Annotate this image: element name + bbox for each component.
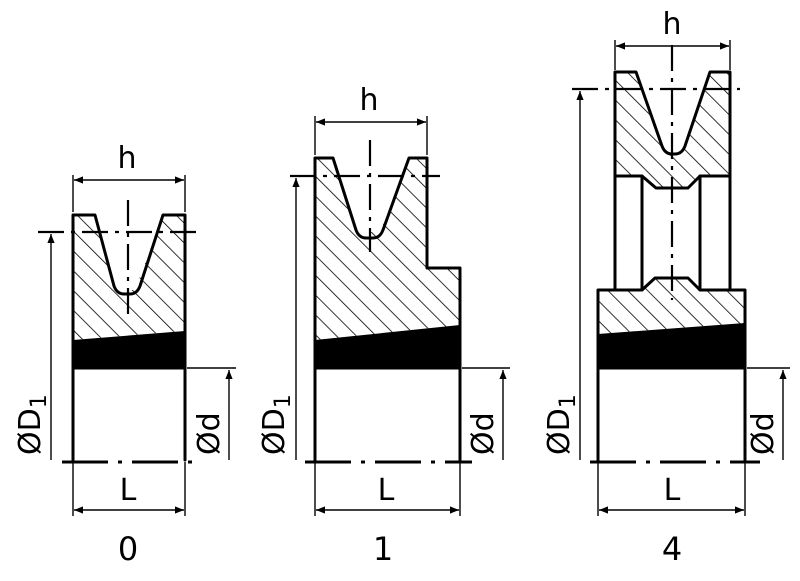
pulley-type-0: h L ØD1 Ød 0 xyxy=(13,141,236,568)
dim-L-label: L xyxy=(664,473,681,508)
figure-caption: 1 xyxy=(373,530,393,568)
bore-band xyxy=(598,323,745,368)
dim-D1-label: ØD1 xyxy=(542,394,581,455)
figure-caption: 0 xyxy=(118,530,138,568)
rim-outline xyxy=(613,70,732,190)
dim-d-label: Ød xyxy=(192,412,227,455)
figure-caption: 4 xyxy=(662,530,682,568)
dim-h-label: h xyxy=(117,141,136,176)
dim-d-label: Ød xyxy=(746,412,781,455)
hub-outline xyxy=(596,276,747,462)
bore-band xyxy=(315,325,460,368)
bore-band xyxy=(73,331,185,368)
pulley-outline xyxy=(71,213,187,462)
dim-D1-label: ØD1 xyxy=(257,394,296,455)
groove-section-hatch xyxy=(73,215,185,340)
dim-L-label: L xyxy=(120,473,137,508)
dim-L-label: L xyxy=(378,473,395,508)
groove-section-hatch xyxy=(315,158,460,340)
dim-d-label: Ød xyxy=(466,412,501,455)
pulley-type-1: h L ØD1 Ød 1 xyxy=(257,83,510,568)
hub-section-hatch xyxy=(598,278,745,334)
dim-h-label: h xyxy=(662,7,681,42)
pulley-outline xyxy=(313,156,462,462)
dim-h-label: h xyxy=(359,83,378,118)
dim-D1-label: ØD1 xyxy=(13,394,52,455)
web-outline xyxy=(613,174,732,292)
pulley-type-4: h L ØD1 Ød 4 xyxy=(542,7,790,568)
